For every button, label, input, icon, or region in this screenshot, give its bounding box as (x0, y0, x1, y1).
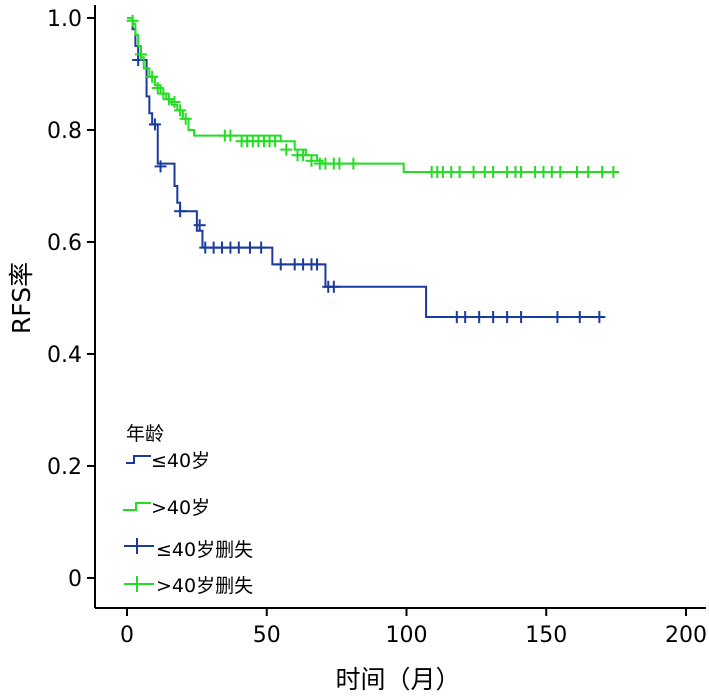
x-axis-title: 时间（月） (335, 665, 460, 694)
legend-title: 年龄 (126, 423, 164, 445)
censor-mark-1 (515, 166, 528, 178)
censor-mark-0 (487, 311, 500, 324)
censor-mark-1 (297, 149, 310, 162)
y-tick-label: 1.0 (47, 7, 82, 32)
y-axis-title: RFS率 (7, 262, 36, 334)
censor-mark-0 (459, 311, 472, 324)
censor-mark-1 (174, 104, 187, 117)
censor-mark-1 (162, 93, 175, 106)
censor-mark-0 (327, 280, 340, 293)
censor-mark-0 (311, 258, 324, 271)
x-tick-label: 100 (386, 623, 428, 648)
legend-swatch-le40 (126, 455, 151, 464)
x-ticks: 0 50 100 150 200 (120, 608, 707, 648)
series-line-0 (127, 17, 603, 319)
plot-area: 0 50 100 150 200 0 0.2 0.4 0.6 0.8 1.0 (47, 5, 707, 648)
y-ticks: 0 0.2 0.4 0.6 0.8 1.0 (47, 7, 95, 592)
x-tick-label: 150 (525, 623, 567, 648)
y-tick-label: 0.6 (47, 231, 82, 256)
x-tick-label: 50 (253, 623, 281, 648)
censor-mark-1 (596, 166, 609, 178)
legend: 年龄 ≤40岁 >40岁 ≤40岁删失 >40岁删失 (123, 423, 253, 597)
censor-mark-0 (551, 311, 564, 324)
censor-mark-1 (570, 166, 583, 178)
censor-mark-1 (305, 154, 318, 167)
censor-mark-1 (467, 166, 480, 178)
series-line-1 (127, 17, 614, 173)
censor-mark-1 (269, 135, 282, 148)
legend-swatch-gt40-censored (124, 576, 154, 592)
censor-mark-0 (232, 241, 245, 254)
legend-swatch-le40-censored (124, 538, 154, 554)
censor-mark-0 (274, 258, 287, 271)
censor-mark-1 (134, 48, 147, 61)
censor-mark-1 (453, 166, 466, 178)
censor-mark-0 (573, 311, 586, 324)
censor-mark-1 (582, 166, 595, 178)
censor-mark-0 (154, 160, 167, 173)
legend-swatch-gt40 (123, 502, 151, 511)
censor-mark-1 (224, 129, 237, 142)
censor-mark-1 (554, 166, 567, 178)
x-tick-label: 0 (120, 623, 134, 648)
x-tick-label: 200 (665, 623, 707, 648)
censor-mark-1 (151, 82, 164, 94)
censor-mark-0 (193, 219, 206, 232)
y-tick-label: 0.8 (47, 119, 82, 144)
censor-mark-1 (179, 112, 192, 125)
legend-label-le40-censored: ≤40岁删失 (156, 539, 253, 561)
legend-label-gt40-censored: >40岁删失 (156, 575, 253, 597)
series-layer (126, 14, 620, 324)
censor-mark-0 (501, 311, 514, 324)
censor-mark-0 (148, 118, 161, 131)
censor-mark-1 (126, 14, 139, 27)
y-tick-label: 0.4 (47, 343, 82, 368)
censor-mark-0 (473, 311, 486, 324)
censor-mark-1 (347, 157, 360, 170)
censor-mark-0 (132, 54, 145, 66)
censor-mark-0 (593, 311, 606, 324)
censor-mark-0 (255, 241, 268, 254)
censor-mark-1 (168, 96, 181, 108)
censor-mark-1 (157, 87, 170, 100)
censor-mark-1 (607, 166, 620, 178)
censor-mark-1 (333, 157, 346, 170)
y-tick-label: 0.2 (47, 455, 82, 480)
legend-label-le40: ≤40岁 (151, 450, 210, 472)
censor-mark-1 (146, 70, 159, 83)
censor-mark-0 (515, 311, 528, 324)
censor-mark-0 (174, 205, 187, 218)
y-tick-label: 0 (68, 567, 82, 592)
legend-label-gt40: >40岁 (151, 497, 210, 519)
censor-mark-1 (280, 143, 293, 156)
censor-mark-1 (487, 166, 500, 178)
censor-mark-0 (243, 241, 256, 254)
